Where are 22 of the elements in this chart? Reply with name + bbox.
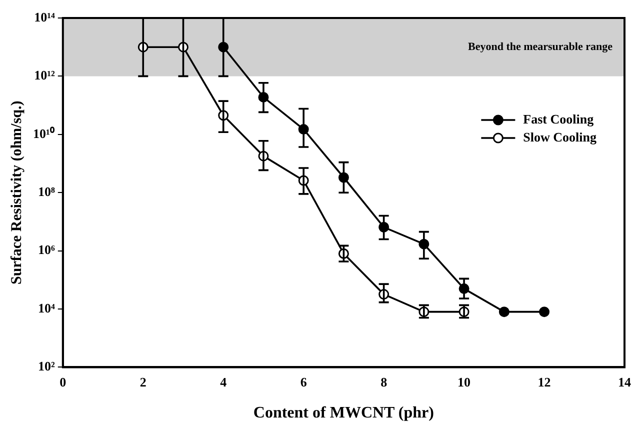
x-tick-label: 10 bbox=[458, 374, 471, 390]
point bbox=[498, 306, 510, 318]
y-tick-label: 10⁸ bbox=[38, 184, 55, 199]
band-label: Beyond the mearsurable range bbox=[468, 40, 613, 53]
x-tick-label: 8 bbox=[380, 374, 388, 390]
point bbox=[539, 306, 550, 318]
y-tick-label: 10⁶ bbox=[38, 242, 55, 258]
y-tick-label: 10¹² bbox=[34, 68, 55, 83]
x-tick-label: 14 bbox=[618, 374, 632, 390]
legend-label: Slow Cooling bbox=[523, 129, 597, 144]
y-tick-label: 10¹⁴ bbox=[34, 9, 55, 24]
x-tick-label: 2 bbox=[140, 374, 146, 390]
legend-label: Fast Cooling bbox=[523, 111, 594, 126]
x-tick-label: 4 bbox=[220, 374, 228, 390]
y-tick-label: 10⁴ bbox=[38, 300, 55, 316]
y-tick-label: 10¹⁰ bbox=[32, 126, 55, 141]
x-tick-label: 12 bbox=[538, 374, 551, 390]
y-axis-title: Surface Resistivity (ohm/sq.) bbox=[8, 100, 25, 284]
x-tick-label: 6 bbox=[300, 374, 308, 390]
x-tick-label: 0 bbox=[60, 374, 66, 390]
y-tick-label: 10² bbox=[38, 358, 55, 374]
x-axis-title: Content of MWCNT (phr) bbox=[253, 404, 434, 422]
